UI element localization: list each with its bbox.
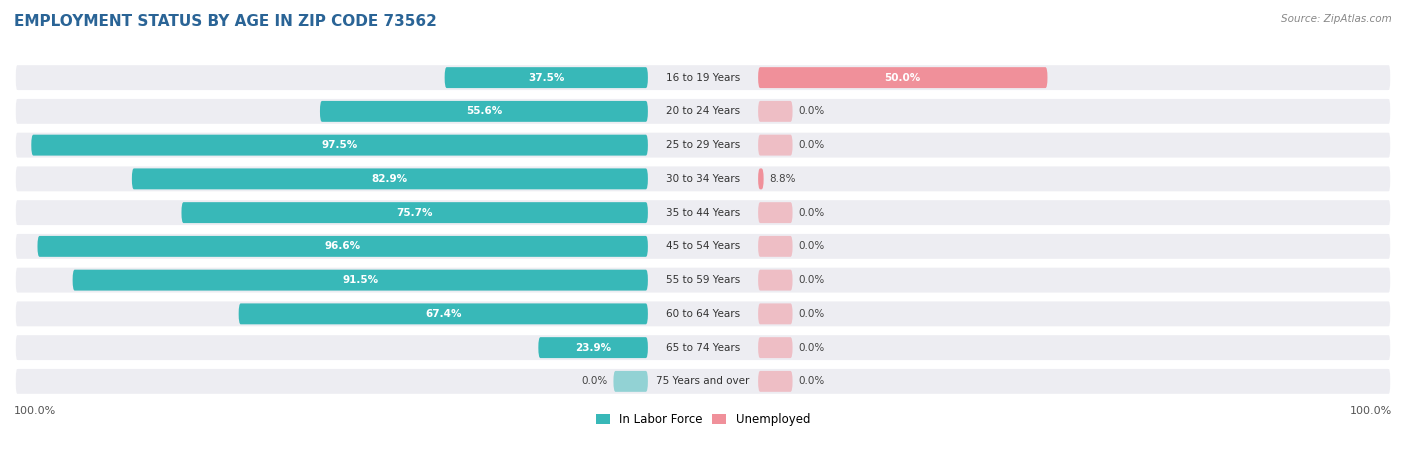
Text: 16 to 19 Years: 16 to 19 Years — [666, 72, 740, 83]
Text: 0.0%: 0.0% — [799, 275, 824, 285]
FancyBboxPatch shape — [239, 303, 648, 324]
FancyBboxPatch shape — [181, 202, 648, 223]
FancyBboxPatch shape — [758, 236, 793, 257]
Text: 45 to 54 Years: 45 to 54 Years — [666, 241, 740, 252]
FancyBboxPatch shape — [31, 135, 648, 156]
FancyBboxPatch shape — [538, 337, 648, 358]
FancyBboxPatch shape — [758, 303, 793, 324]
Text: EMPLOYMENT STATUS BY AGE IN ZIP CODE 73562: EMPLOYMENT STATUS BY AGE IN ZIP CODE 735… — [14, 14, 437, 28]
FancyBboxPatch shape — [14, 63, 1392, 92]
FancyBboxPatch shape — [758, 202, 793, 223]
FancyBboxPatch shape — [14, 266, 1392, 294]
Text: 100.0%: 100.0% — [1350, 406, 1392, 416]
Text: 30 to 34 Years: 30 to 34 Years — [666, 174, 740, 184]
FancyBboxPatch shape — [758, 270, 793, 291]
Text: 0.0%: 0.0% — [799, 207, 824, 218]
Text: 23.9%: 23.9% — [575, 342, 612, 353]
Text: 100.0%: 100.0% — [14, 406, 56, 416]
FancyBboxPatch shape — [321, 101, 648, 122]
FancyBboxPatch shape — [758, 67, 1047, 88]
Text: 0.0%: 0.0% — [799, 106, 824, 117]
FancyBboxPatch shape — [38, 236, 648, 257]
Text: 75 Years and over: 75 Years and over — [657, 376, 749, 387]
Text: 55.6%: 55.6% — [465, 106, 502, 117]
Text: 60 to 64 Years: 60 to 64 Years — [666, 309, 740, 319]
Text: 35 to 44 Years: 35 to 44 Years — [666, 207, 740, 218]
FancyBboxPatch shape — [14, 165, 1392, 193]
FancyBboxPatch shape — [14, 232, 1392, 261]
Text: 55 to 59 Years: 55 to 59 Years — [666, 275, 740, 285]
Text: 0.0%: 0.0% — [799, 309, 824, 319]
FancyBboxPatch shape — [14, 131, 1392, 159]
Text: 50.0%: 50.0% — [884, 72, 921, 83]
Text: 37.5%: 37.5% — [529, 72, 564, 83]
FancyBboxPatch shape — [613, 371, 648, 392]
FancyBboxPatch shape — [14, 300, 1392, 328]
Text: 0.0%: 0.0% — [799, 342, 824, 353]
Text: 20 to 24 Years: 20 to 24 Years — [666, 106, 740, 117]
Text: 82.9%: 82.9% — [371, 174, 408, 184]
FancyBboxPatch shape — [758, 101, 793, 122]
Text: 0.0%: 0.0% — [799, 376, 824, 387]
FancyBboxPatch shape — [14, 97, 1392, 126]
Text: 67.4%: 67.4% — [425, 309, 461, 319]
FancyBboxPatch shape — [758, 337, 793, 358]
FancyBboxPatch shape — [14, 198, 1392, 227]
FancyBboxPatch shape — [758, 135, 793, 156]
Text: Source: ZipAtlas.com: Source: ZipAtlas.com — [1281, 14, 1392, 23]
Text: 8.8%: 8.8% — [769, 174, 796, 184]
FancyBboxPatch shape — [73, 270, 648, 291]
Text: 65 to 74 Years: 65 to 74 Years — [666, 342, 740, 353]
FancyBboxPatch shape — [758, 371, 793, 392]
FancyBboxPatch shape — [14, 367, 1392, 396]
FancyBboxPatch shape — [758, 168, 763, 189]
Text: 91.5%: 91.5% — [342, 275, 378, 285]
Text: 0.0%: 0.0% — [799, 241, 824, 252]
FancyBboxPatch shape — [14, 333, 1392, 362]
FancyBboxPatch shape — [132, 168, 648, 189]
FancyBboxPatch shape — [444, 67, 648, 88]
Legend: In Labor Force, Unemployed: In Labor Force, Unemployed — [591, 408, 815, 431]
Text: 75.7%: 75.7% — [396, 207, 433, 218]
Text: 0.0%: 0.0% — [582, 376, 607, 387]
Text: 96.6%: 96.6% — [325, 241, 361, 252]
Text: 97.5%: 97.5% — [322, 140, 357, 150]
Text: 0.0%: 0.0% — [799, 140, 824, 150]
Text: 25 to 29 Years: 25 to 29 Years — [666, 140, 740, 150]
